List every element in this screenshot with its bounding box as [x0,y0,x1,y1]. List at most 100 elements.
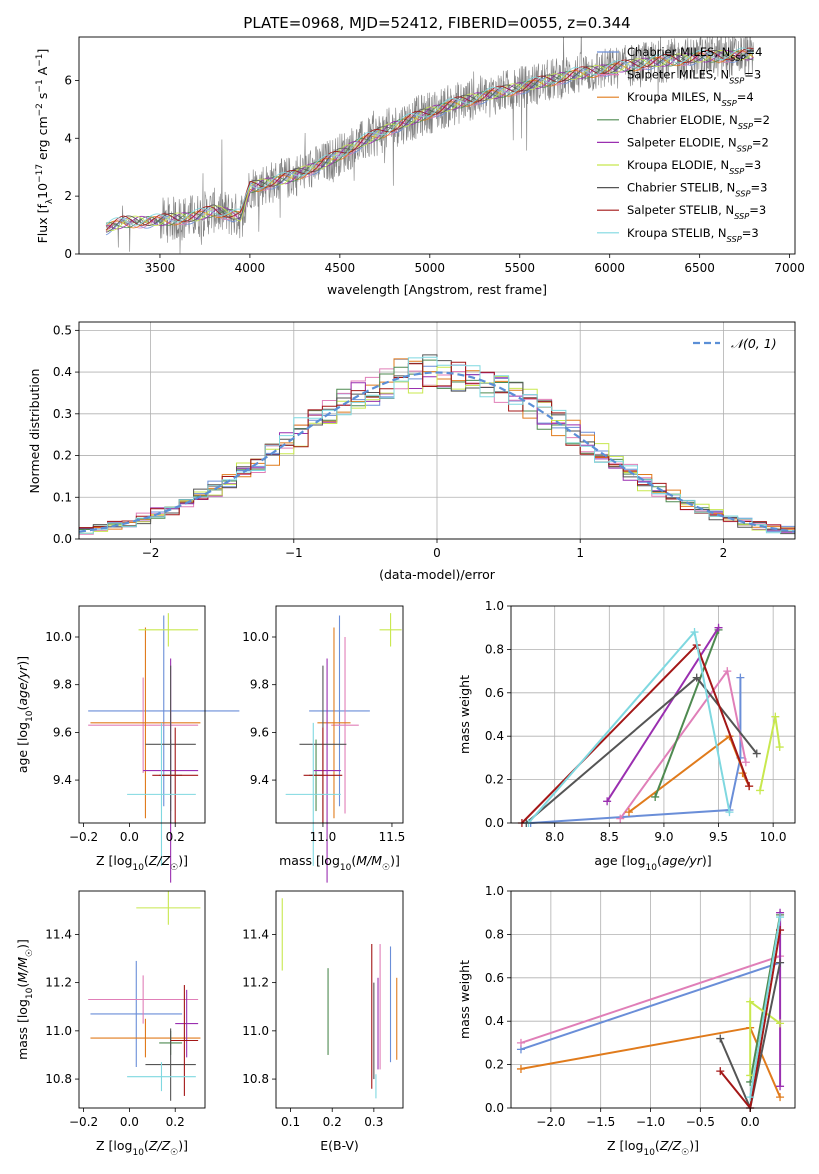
plot-area-spectrum [105,37,754,254]
y-tick-label: 0.4 [53,365,72,379]
y-tick-label: 0.8 [485,642,504,656]
x-tick-label: 4500 [325,261,356,275]
weight-marker [776,1093,785,1102]
x-tick-label: 8.5 [600,830,619,844]
x-tick-label: −2.0 [536,1115,565,1129]
x-tick-label: 9.5 [709,830,728,844]
weight-marker [736,673,745,682]
weight-marker [741,758,750,767]
plot-area-mass_vs_Z [88,891,201,1101]
weight-marker [516,1064,525,1073]
x-axis-label: Z [log10(Z/Z☉)] [607,1138,699,1158]
x-tick-label: −0.5 [686,1115,715,1129]
x-axis-label: Z [log10(Z/Z☉)] [96,1138,188,1158]
x-tick-label: 8.0 [545,830,564,844]
residual-histogram [79,361,795,537]
weight-marker [716,1067,725,1076]
plot-area-age_vs_Z [88,613,240,883]
y-tick-label: 11.4 [45,927,72,941]
x-axis-label: E(B-V) [320,1138,359,1153]
x-tick-label: 11.0 [310,830,337,844]
x-tick-label: 0.0 [120,830,139,844]
y-tick-label: 0.0 [485,816,504,830]
legend-entry: Chabrier ELODIE, NSSP=2 [627,113,770,131]
weight-marker [692,673,701,682]
model-spectrum-line [105,47,754,226]
x-tick-label: −1 [285,546,303,560]
x-axis-label: Z [log10(Z/Z☉)] [96,853,188,873]
weight-marker [716,1034,725,1043]
y-tick-label: 0.4 [485,1014,504,1028]
axes-frame [275,890,404,1109]
model-spectrum-line [105,47,754,231]
y-tick-label: 0.0 [53,532,72,546]
y-axis-label: Flux [fλ10−17 erg cm−2 s−1 A−1] [35,49,55,244]
y-tick-label: 9.6 [53,725,72,739]
spectrum-legend: Chabrier MILES, NSSP=4 Salpeter MILES, NS… [597,45,770,244]
y-tick-label: 2 [64,189,72,203]
weight-marker [776,913,785,922]
axes-frame [78,605,206,824]
weight-line [749,916,782,1098]
x-tick-label: −0.2 [69,830,98,844]
y-tick-label: 9.8 [53,678,72,692]
y-axis-label: Normed distribution [27,369,42,494]
panel-mass_vs_Z: −0.2 0.0 0.2 10.8 11.0 11.2 11.4 Z [log10(Z/Z☉)… [15,890,206,1158]
model-spectrum-line [105,50,754,230]
weight-marker [745,782,754,791]
figure-title: PLATE=0968, MJD=52412, FIBERID=0055, z=0… [243,14,630,32]
y-tick-label: 11.2 [45,976,72,990]
y-axis-label: mass weight [457,960,472,1039]
weight-line [530,677,742,824]
y-axis-label: mass weight [457,675,472,754]
y-tick-label: 0.2 [485,773,504,787]
panel-weight_vs_Z: −2.0 −1.5 −1.0 −0.5 0.0 0.0 0.2 0.4 0.6 0.8 1.0 Z [… [457,884,796,1158]
legend-entry: Salpeter MILES, NSSP=3 [627,68,761,86]
y-tick-label: 10.8 [242,1072,269,1086]
legend-entry: Salpeter ELODIE, NSSP=2 [627,135,769,153]
x-tick-label: 6500 [684,261,715,275]
x-tick-label: 10.0 [760,830,787,844]
y-tick-label: 0.3 [53,407,72,421]
legend-entry: Kroupa STELIB, NSSP=3 [627,226,759,244]
spectrum-lines [105,37,754,254]
x-tick-label: 0.2 [166,830,185,844]
x-axis-label: age [log10(age/yr)] [594,853,711,873]
legend-entry: Salpeter STELIB, NSSP=3 [627,203,766,221]
weight-marker [776,1019,785,1028]
y-tick-label: 1.0 [485,884,504,898]
x-tick-label: 7000 [774,261,805,275]
panel-mass_vs_ebv: 0.1 0.2 0.3 10.8 11.0 11.2 11.4 E(B-V) [242,890,404,1153]
y-tick-label: 0.1 [53,490,72,504]
y-tick-label: 11.0 [242,1024,269,1038]
x-tick-label: −2 [142,546,160,560]
y-axis-label: mass [log10(M/M☉)] [15,939,35,1060]
x-tick-label: 0.1 [281,1115,300,1129]
normal-curve [79,371,795,533]
panel-age_vs_mass: 11.0 11.5 9.4 9.6 9.8 10.0 mass [log10(M/M☉)] [242,605,405,883]
x-tick-label: 6000 [594,261,625,275]
legend-entry: Chabrier STELIB, NSSP=3 [627,181,767,199]
x-tick-label: 5000 [415,261,446,275]
weight-marker [690,628,699,637]
y-tick-label: 11.0 [45,1024,72,1038]
x-tick-label: 4000 [235,261,266,275]
y-tick-label: 4 [64,131,72,145]
weight-line [525,676,758,824]
observed-spectrum-line [105,37,754,254]
model-spectrum-line [105,48,754,233]
y-tick-label: 11.2 [242,976,269,990]
y-tick-label: 0.6 [485,686,504,700]
x-axis-label: mass [log10(M/M☉)] [279,853,400,873]
y-tick-label: 0 [64,247,72,261]
weight-marker [771,712,780,721]
panel-spectrum: 3500 4000 4500 5000 5500 6000 6500 7000 0 2 4 6 Chab… [35,36,805,297]
panel-age_vs_Z: −0.2 0.0 0.2 9.4 9.6 9.8 10.0 Z [log10(Z/Z☉)] ag… [15,605,240,883]
axes-frame [78,890,206,1109]
plot-layer: 3500 4000 4500 5000 5500 6000 6500 7000 0 2 4 6 Chab… [15,36,805,1158]
y-tick-label: 1.0 [485,599,504,613]
plot-area-residuals [79,354,795,537]
weight-marker [756,786,765,795]
weight-marker [651,792,660,801]
